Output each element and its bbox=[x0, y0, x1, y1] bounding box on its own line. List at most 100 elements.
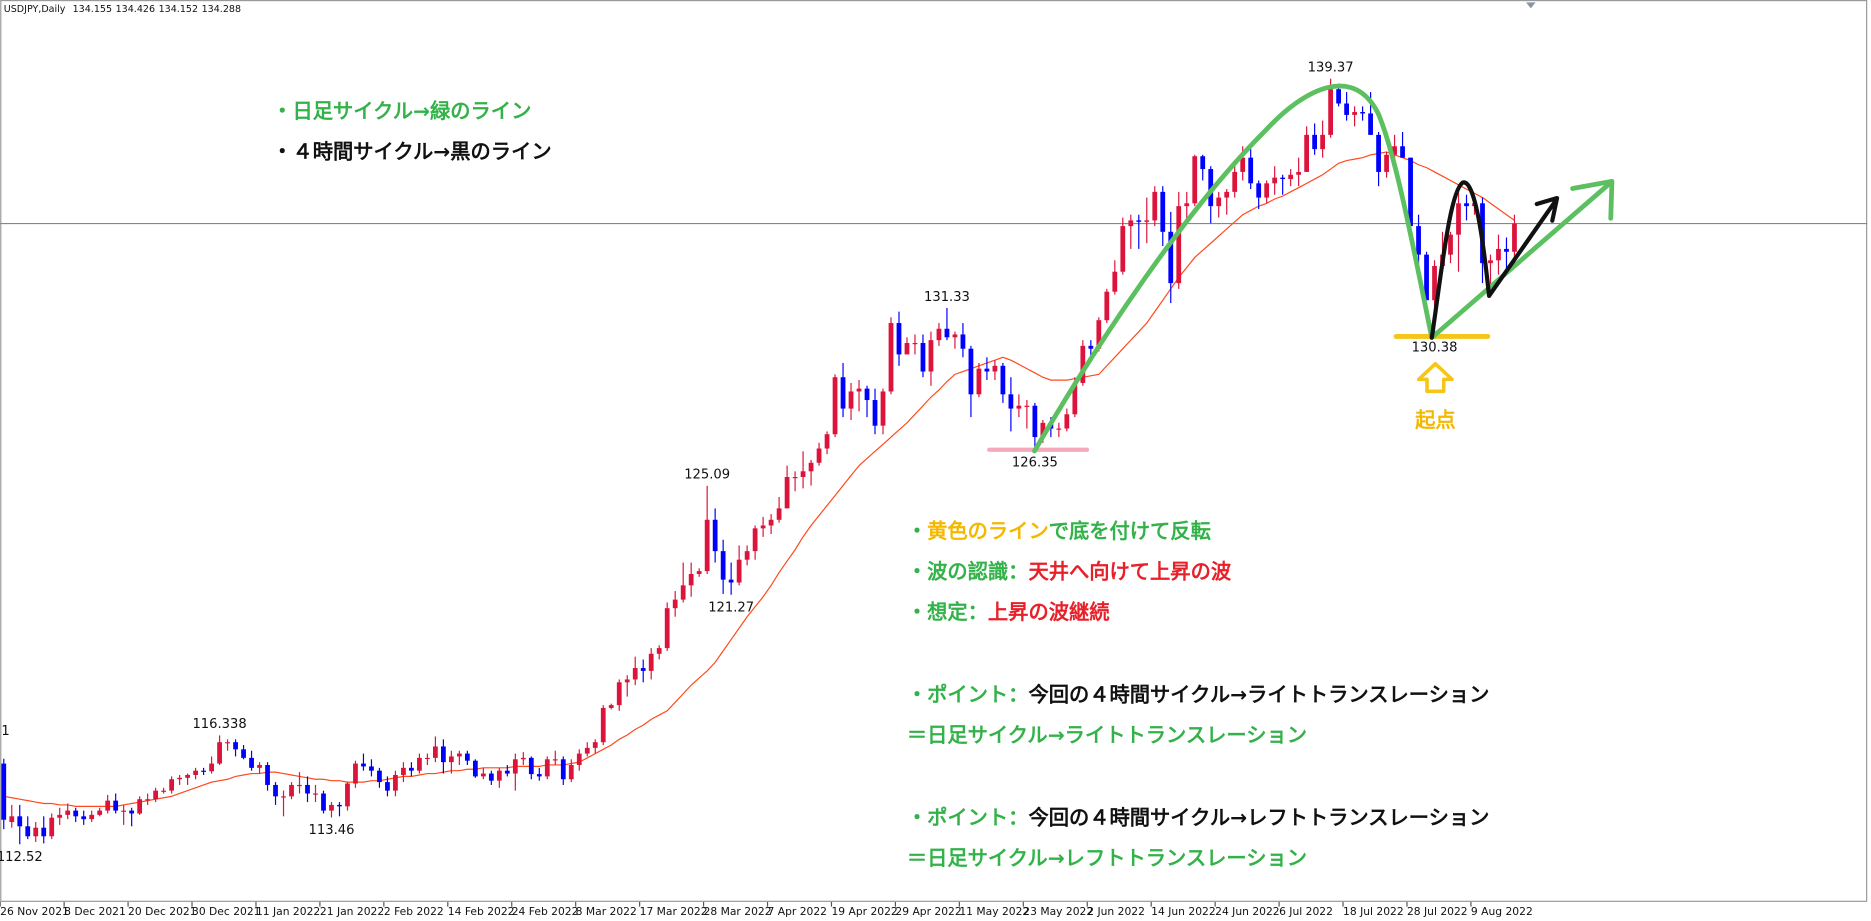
price-label: 112.52 bbox=[0, 850, 43, 865]
candle-body bbox=[1016, 405, 1022, 409]
x-tick-label: 14 Jun 2022 bbox=[1151, 905, 1215, 918]
candle-body bbox=[25, 826, 31, 837]
x-tick-label: 2 Feb 2022 bbox=[384, 905, 444, 918]
candle-body bbox=[664, 608, 670, 649]
candle-body bbox=[592, 742, 598, 748]
candle-body bbox=[1456, 203, 1461, 235]
candle-body bbox=[1232, 171, 1238, 192]
candle-body bbox=[784, 477, 790, 509]
note-line: ・４時間サイクル→黒のライン bbox=[272, 140, 551, 164]
note-span: 黄色のライン bbox=[927, 519, 1049, 543]
note-line: ・波の認識：天井へ向けて上昇の波 bbox=[907, 560, 1232, 584]
candle-body bbox=[456, 753, 462, 757]
quote-value: 134.426 bbox=[116, 4, 155, 15]
candle-body bbox=[329, 804, 334, 811]
candle-body bbox=[273, 784, 278, 797]
candle-body bbox=[1280, 177, 1286, 180]
x-tick-label: 21 Jan 2022 bbox=[320, 905, 384, 918]
x-tick-label: 18 Jul 2022 bbox=[1343, 905, 1404, 918]
candle-body bbox=[105, 800, 111, 811]
candle-body bbox=[832, 377, 838, 435]
quote-value: 134.152 bbox=[159, 4, 198, 15]
candle-body bbox=[129, 810, 135, 814]
candle-body bbox=[433, 746, 438, 758]
x-tick-label: 28 Mar 2022 bbox=[704, 905, 772, 918]
note-line: ＝日足サイクル→レフトトランスレーション bbox=[907, 846, 1307, 870]
candle-body bbox=[584, 747, 590, 754]
candle-body bbox=[1088, 345, 1094, 349]
candle-body bbox=[241, 749, 246, 758]
candle-body bbox=[1128, 220, 1134, 227]
candle-body bbox=[1248, 157, 1254, 184]
candle-body bbox=[920, 343, 926, 372]
note-span: ＝日足サイクル→ライトトランスレーション bbox=[907, 723, 1307, 747]
candle-body bbox=[1272, 177, 1278, 184]
note-line: ・想定：上昇の波継続 bbox=[907, 600, 1110, 624]
candle-body bbox=[73, 810, 79, 817]
candle-body bbox=[1392, 146, 1397, 155]
candle-body bbox=[1376, 134, 1381, 172]
candle-body bbox=[1384, 154, 1389, 172]
candle-body bbox=[696, 571, 702, 574]
candle-body bbox=[1192, 156, 1198, 204]
x-tick-label: 14 Feb 2022 bbox=[448, 905, 515, 918]
candle-body bbox=[1464, 203, 1469, 207]
x-tick-label: 23 May 2022 bbox=[1023, 905, 1093, 918]
price-label: 125.09 bbox=[684, 468, 730, 483]
candle-body bbox=[1360, 112, 1365, 114]
x-tick-label: 8 Mar 2022 bbox=[576, 905, 637, 918]
candle-body bbox=[720, 551, 726, 580]
quote-value: 134.155 bbox=[73, 4, 112, 15]
candle-body bbox=[377, 770, 382, 783]
candle-body bbox=[872, 400, 878, 426]
price-label: 121.27 bbox=[708, 600, 754, 615]
candle-body bbox=[1056, 428, 1062, 430]
candle-body bbox=[161, 790, 167, 792]
candle-body bbox=[656, 648, 662, 654]
note-span: ・波の認識： bbox=[907, 560, 1029, 584]
candle-body bbox=[57, 814, 63, 818]
candle-body bbox=[1328, 89, 1334, 135]
note-span: 今回の４時間サイクル→ライトトランスレーション bbox=[1027, 682, 1489, 706]
candle-body bbox=[848, 391, 854, 409]
candle-body bbox=[417, 757, 422, 771]
candle-body bbox=[1432, 266, 1437, 301]
candle-body bbox=[896, 323, 902, 355]
candle-body bbox=[145, 799, 151, 801]
candle-body bbox=[488, 773, 494, 781]
quote-value: 134.288 bbox=[202, 4, 241, 15]
candle-body bbox=[1224, 191, 1230, 198]
candle-body bbox=[768, 519, 774, 526]
candle-body bbox=[153, 790, 159, 800]
note-span: 天井へ向けて上昇の波 bbox=[1028, 560, 1231, 584]
candle-body bbox=[824, 434, 830, 449]
candle-body bbox=[576, 753, 582, 765]
candle-body bbox=[1408, 157, 1413, 227]
candle-body bbox=[992, 365, 998, 372]
x-tick-label: 20 Dec 2021 bbox=[128, 905, 196, 918]
candle-body bbox=[1416, 226, 1421, 255]
candle-body bbox=[1344, 103, 1349, 115]
note-line: ・黄色のラインで底を付けて反転 bbox=[907, 519, 1212, 543]
candle-body bbox=[840, 377, 846, 409]
candle-body bbox=[800, 471, 806, 478]
candle-body bbox=[1080, 345, 1086, 383]
candle-body bbox=[1240, 157, 1246, 172]
candle-body bbox=[1488, 260, 1493, 264]
candle-body bbox=[1008, 394, 1014, 409]
candle-body bbox=[353, 763, 358, 784]
candle-body bbox=[1096, 320, 1102, 349]
candle-body bbox=[944, 328, 950, 338]
x-tick-label: 9 Aug 2022 bbox=[1471, 905, 1533, 918]
candle-body bbox=[888, 323, 894, 392]
candle-body bbox=[616, 682, 622, 706]
candle-body bbox=[544, 759, 550, 777]
candle-body bbox=[337, 804, 342, 807]
candle-body bbox=[776, 508, 782, 520]
candle-body bbox=[409, 767, 414, 771]
candle-body bbox=[928, 340, 934, 372]
x-tick-label: 26 Nov 2021 bbox=[0, 905, 69, 918]
moving-average bbox=[3, 151, 1515, 807]
note-span: ・想定： bbox=[907, 600, 988, 624]
